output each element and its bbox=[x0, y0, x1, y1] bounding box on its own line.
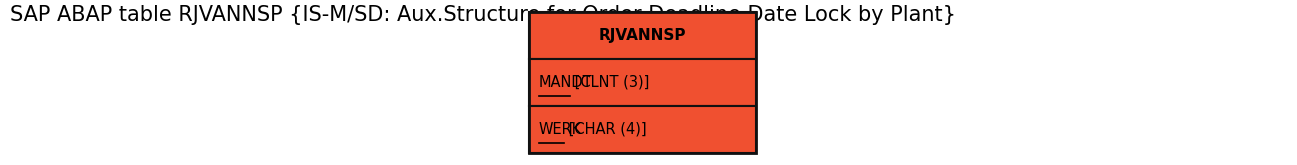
Text: WERK: WERK bbox=[540, 122, 582, 137]
FancyBboxPatch shape bbox=[528, 59, 755, 106]
Text: MANDT: MANDT bbox=[540, 75, 593, 90]
Text: [CLNT (3)]: [CLNT (3)] bbox=[571, 75, 650, 90]
Text: [CHAR (4)]: [CHAR (4)] bbox=[564, 122, 647, 137]
Text: RJVANNSP: RJVANNSP bbox=[598, 28, 686, 43]
Text: SAP ABAP table RJVANNSP {IS-M/SD: Aux.Structure for Order Deadline Date Lock by : SAP ABAP table RJVANNSP {IS-M/SD: Aux.St… bbox=[10, 5, 956, 25]
FancyBboxPatch shape bbox=[528, 106, 755, 153]
FancyBboxPatch shape bbox=[528, 12, 755, 59]
